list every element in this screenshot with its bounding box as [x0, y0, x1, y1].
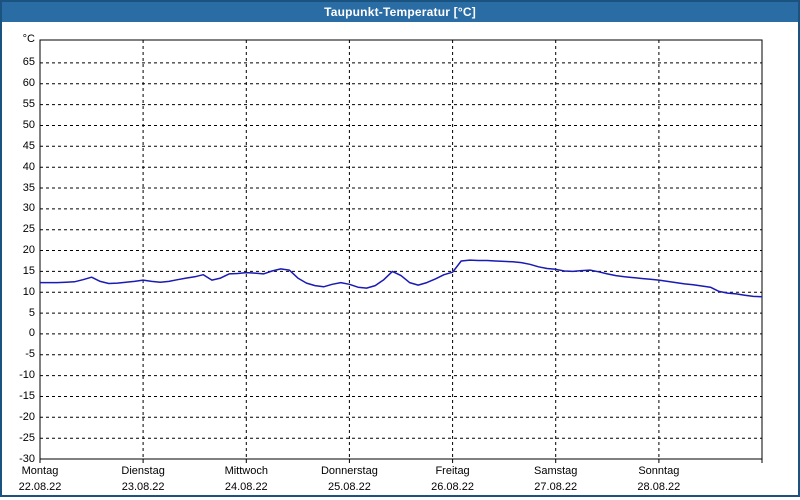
- y-tick-label: -25: [19, 431, 35, 444]
- x-day-label: Montag: [21, 465, 59, 477]
- x-day-label: Sonntag: [638, 465, 680, 477]
- y-tick-label: -15: [19, 389, 35, 402]
- y-tick-label: -30: [19, 452, 35, 465]
- y-tick-label: 20: [22, 244, 35, 257]
- x-date-label: 22.08.22: [18, 481, 62, 493]
- y-tick-label: 15: [22, 264, 35, 277]
- x-date-label: 25.08.22: [328, 481, 371, 493]
- y-tick-label: 30: [22, 202, 35, 215]
- window-titlebar: Taupunkt-Temperatur [°C]: [2, 2, 798, 22]
- plot-border: [39, 39, 763, 460]
- y-tick-label: 55: [22, 98, 35, 111]
- y-tick-label: 40: [22, 160, 35, 173]
- y-tick-label: -10: [19, 369, 35, 382]
- x-date-label: 27.08.22: [534, 481, 578, 493]
- y-tick-label: 60: [22, 77, 35, 90]
- y-tick-label: 45: [22, 139, 35, 152]
- window-title: Taupunkt-Temperatur [°C]: [324, 5, 476, 19]
- x-day-label: Samstag: [533, 465, 578, 477]
- x-date-label: 24.08.22: [224, 481, 268, 493]
- x-date-label: 28.08.22: [637, 481, 681, 493]
- y-tick-label: 5: [28, 306, 35, 319]
- y-tick-label: 50: [22, 118, 35, 131]
- y-tick-label: 0: [28, 327, 35, 340]
- x-date-label: 23.08.22: [121, 481, 165, 493]
- y-tick-label: -5: [25, 348, 35, 361]
- y-axis-unit-label: °C: [22, 33, 35, 45]
- x-date-label: 26.08.22: [431, 481, 474, 493]
- y-tick-label: 35: [22, 181, 35, 194]
- x-day-label: Mittwoch: [224, 465, 268, 477]
- x-day-label: Donnerstag: [320, 465, 378, 477]
- x-day-label: Freitag: [435, 465, 470, 477]
- y-tick-label: 10: [22, 285, 35, 298]
- y-tick-label: -20: [19, 410, 35, 423]
- x-day-label: Dienstag: [121, 465, 165, 477]
- y-tick-label: 25: [22, 223, 35, 236]
- y-tick-label: 65: [22, 56, 35, 69]
- dewpoint-line-series: [40, 259, 763, 298]
